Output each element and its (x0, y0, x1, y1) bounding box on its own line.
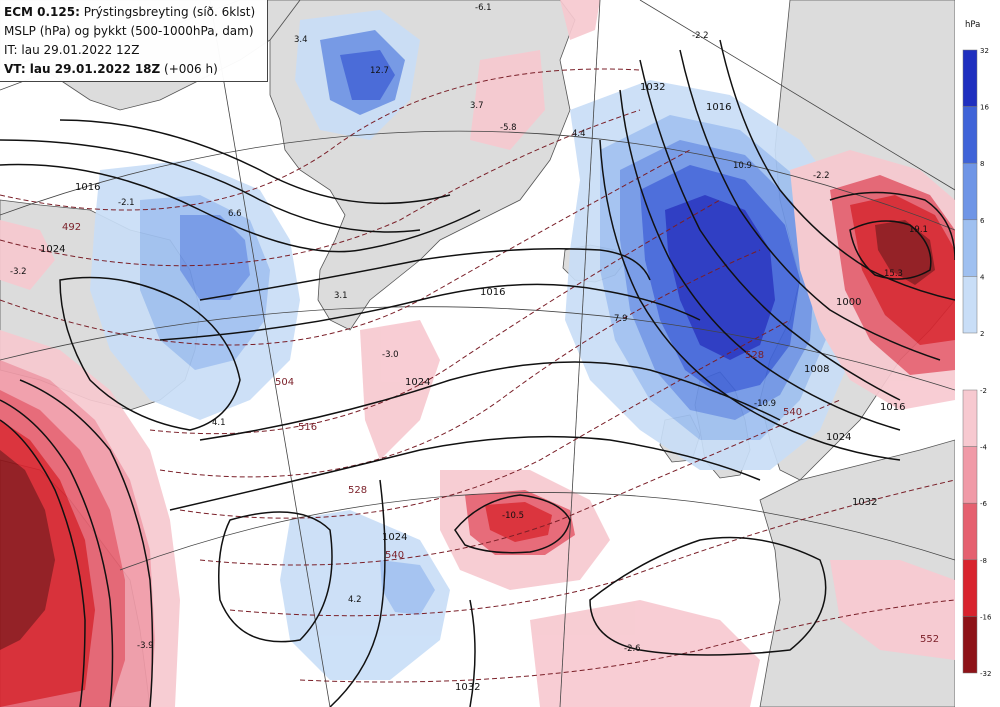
value-label: 19.1 (909, 225, 928, 235)
value-label: -10.9 (754, 399, 776, 409)
value-label: 15.3 (884, 269, 903, 279)
value-label: -2.2 (813, 171, 830, 181)
value-label: 7.9 (614, 314, 628, 324)
rise-legend-tick: 16 (980, 104, 989, 112)
isobar-label: 1016 (480, 287, 505, 298)
graticule (0, 0, 955, 707)
init-time: IT: lau 29.01.2022 12Z (4, 43, 140, 57)
thickness-label: 516 (298, 422, 317, 433)
thickness-label: 552 (920, 634, 939, 645)
rise-legend-tick: 6 (980, 217, 985, 225)
fall-legend-tick: -8 (980, 557, 987, 565)
value-label: -10.5 (502, 511, 524, 521)
fall-legend-swatch (962, 446, 978, 504)
isobar-label: 1000 (836, 297, 861, 308)
pressure-change-map: 1016 1024 1016 1024 1024 1032 1032 1008 … (0, 0, 955, 707)
rise-legend-tick: 8 (980, 160, 984, 168)
product-name: Prýstingsbreyting (síð. 6klst) (79, 5, 256, 19)
rise-legend-tick: 32 (980, 47, 989, 55)
rise-colorbar: 32 16 8 6 4 2 (962, 47, 989, 338)
isobar-label: 1032 (455, 682, 480, 693)
thickness-label: 492 (62, 222, 81, 233)
isobar-label: 1024 (382, 532, 407, 543)
isobar-label: 1008 (804, 364, 829, 375)
color-legend: hPa 32 16 8 6 4 2 -2 -4 -6 -8 -16 -32 (955, 0, 1000, 707)
thickness-label: 528 (348, 485, 367, 496)
value-label: -2.1 (118, 198, 135, 208)
valid-time: VT: lau 29.01.2022 18Z (4, 62, 161, 76)
map-info-box: ECM 0.125: Prýstingsbreyting (síð. 6klst… (0, 0, 268, 82)
fall-legend-swatch (962, 559, 978, 617)
value-label: -6.1 (475, 3, 492, 13)
title-line: ECM 0.125: Prýstingsbreyting (síð. 6klst… (4, 3, 263, 22)
fall-legend-tick: -4 (980, 444, 988, 452)
fall-legend-tick: -6 (980, 500, 988, 508)
value-label: 4.1 (212, 418, 226, 428)
rise-legend-swatch (962, 276, 978, 334)
isobars (0, 39, 955, 707)
value-label: -2.2 (692, 31, 709, 41)
rise-legend-tick: 2 (980, 330, 984, 338)
thickness-lines (0, 68, 955, 683)
fall-legend-swatch (962, 389, 978, 447)
isobar-label: 1024 (826, 432, 851, 443)
legend-unit: hPa (965, 20, 980, 30)
thickness-label: 504 (275, 377, 294, 388)
fall-legend-tick: -16 (980, 613, 992, 621)
fall-legend-tick: -2 (980, 387, 987, 395)
value-label: 6.6 (228, 209, 242, 219)
value-label: -3.9 (137, 641, 154, 651)
rise-legend-swatch (962, 219, 978, 277)
isobar-label: 1016 (75, 182, 100, 193)
isobar-label: 1032 (640, 82, 665, 93)
lead-time: (+006 h) (160, 62, 218, 76)
rise-legend-swatch (962, 106, 978, 164)
thickness-label: 528 (745, 350, 764, 361)
thickness-label: 540 (385, 550, 404, 561)
valid-time-line: VT: lau 29.01.2022 18Z (+006 h) (4, 60, 263, 79)
fall-legend-tick: -32 (980, 670, 991, 678)
value-label: 3.4 (294, 35, 308, 45)
rise-legend-swatch (962, 162, 978, 221)
value-label: -2.6 (624, 644, 641, 654)
value-label: 3.1 (334, 291, 348, 301)
isobar-label: 1024 (40, 244, 65, 255)
rise-legend-swatch (962, 49, 978, 107)
fall-colorbar: -2 -4 -6 -8 -16 -32 (962, 387, 992, 678)
value-label: -3.0 (382, 350, 399, 360)
pressure-change-values: 3.4 -6.1 12.7 3.7 -5.8 -2.2 4.4 -2.1 6.6… (10, 3, 928, 654)
isobar-label: 1016 (706, 102, 731, 113)
model-name: ECM 0.125: (4, 5, 80, 19)
value-label: 3.7 (470, 101, 484, 111)
value-label: -5.8 (500, 123, 517, 133)
value-label: 10.9 (733, 161, 752, 171)
isobar-label: 1024 (405, 377, 430, 388)
fields-line: MSLP (hPa) og þykkt (500-1000hPa, dam) (4, 24, 254, 38)
fall-legend-swatch (962, 616, 978, 674)
isobar-label: 1016 (880, 402, 905, 413)
thickness-label: 540 (783, 407, 802, 418)
value-label: 4.2 (348, 595, 362, 605)
value-label: 4.4 (572, 129, 586, 139)
isobar-labels: 1016 1024 1016 1024 1024 1032 1032 1008 … (40, 82, 905, 693)
value-label: 12.7 (370, 66, 389, 76)
rise-legend-tick: 4 (980, 273, 985, 281)
fall-legend-swatch (962, 502, 978, 561)
value-label: -3.2 (10, 267, 27, 277)
thickness-labels: 492 504 516 528 540 528 540 552 (62, 222, 939, 645)
isobar-label: 1032 (852, 497, 877, 508)
